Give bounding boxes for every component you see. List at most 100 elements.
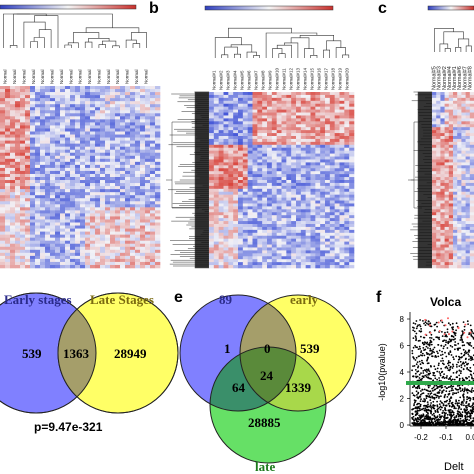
heatmap-cell [100, 189, 106, 193]
heatmap-cell [344, 153, 350, 157]
heatmap-cell [465, 194, 471, 198]
heatmap-cell [55, 195, 61, 199]
dendrogram-branch [434, 28, 454, 52]
heatmap-cell [115, 258, 121, 263]
heatmap-cell [247, 130, 253, 134]
heatmap-cell [20, 155, 26, 160]
heatmap-cell [40, 92, 46, 96]
heatmap-cell [286, 253, 292, 257]
heatmap-cell [233, 203, 239, 207]
heatmap-cell [40, 249, 46, 254]
heatmap-cell [325, 94, 331, 99]
column-label: Normal#10 [275, 67, 280, 90]
heatmap-cell [95, 131, 101, 135]
heatmap-cell [75, 186, 81, 190]
heatmap-cell [60, 222, 66, 226]
heatmap-cell [300, 150, 306, 154]
heatmap-cell [45, 228, 51, 232]
heatmap-cell [223, 133, 229, 137]
heatmap-cell [339, 171, 345, 175]
heatmap-cell [300, 250, 306, 254]
heatmap-cell [339, 180, 345, 184]
heatmap-cell [105, 198, 111, 202]
heatmap-cell [110, 107, 116, 111]
heatmap-cell [252, 118, 258, 122]
heatmap-cell [453, 259, 458, 263]
heatmap-cell [281, 250, 287, 254]
heatmap-cell [145, 173, 151, 178]
heatmap-cell [130, 240, 136, 245]
heatmap-cell [440, 133, 445, 137]
heatmap-cell [135, 134, 141, 138]
heatmap-cell [305, 177, 311, 181]
heatmap-cell [440, 112, 445, 116]
heatmap-cell [448, 221, 454, 225]
heatmap-cell [80, 225, 86, 229]
heatmap-cell [432, 150, 437, 154]
heatmap-cell [15, 143, 21, 147]
heatmap-cell [20, 173, 26, 178]
heatmap-cell [135, 86, 141, 90]
heatmap-cell [432, 221, 437, 225]
heatmap-cell [469, 136, 474, 140]
heatmap-cell [339, 112, 345, 116]
heatmap-cell [469, 130, 474, 134]
heatmap-cell [432, 244, 437, 248]
heatmap-cell [140, 261, 146, 266]
heatmap-cell [80, 110, 86, 114]
heatmap-cell [465, 253, 471, 257]
heatmap-cell [223, 241, 229, 245]
heatmap-cell [80, 222, 86, 226]
heatmap-cell [267, 200, 273, 204]
dendrogram-branch [465, 45, 472, 52]
heatmap-cell [50, 216, 56, 220]
heatmap-cell [305, 241, 311, 245]
heatmap-cell [135, 210, 141, 214]
heatmap-cell [213, 209, 219, 213]
heatmap-cell [276, 235, 282, 239]
volcano-point [432, 386, 435, 389]
heatmap-cell [461, 180, 466, 184]
heatmap-cell [271, 106, 277, 110]
heatmap-cell [329, 171, 335, 175]
heatmap-cell [115, 237, 121, 241]
heatmap-cell [238, 118, 244, 122]
heatmap-cell [105, 261, 111, 266]
heatmap-cell [300, 203, 306, 207]
heatmap-cell [85, 152, 91, 157]
heatmap-cell [444, 206, 450, 210]
dendrogram-leaves [417, 91, 433, 269]
heatmap-cell [440, 229, 445, 234]
heatmap-cell [305, 118, 311, 122]
heatmap-cell [242, 168, 248, 172]
volcano-point [418, 330, 421, 332]
heatmap-cell [20, 92, 26, 96]
heatmap-cell [238, 221, 244, 225]
heatmap-cell [349, 168, 355, 172]
heatmap-cell [155, 204, 161, 208]
heatmap-cell [223, 115, 229, 119]
heatmap-cell [310, 133, 316, 137]
heatmap-cell [105, 228, 111, 232]
panel-letter-e: e [174, 289, 183, 306]
heatmap-cell [10, 140, 16, 144]
heatmap-cell [262, 136, 268, 140]
heatmap-cell [300, 127, 306, 131]
heatmap-cell [262, 112, 268, 116]
heatmap-cell [35, 201, 41, 205]
heatmap-cell [145, 131, 151, 135]
heatmap-cell [150, 170, 156, 175]
heatmap-cell [40, 183, 46, 187]
heatmap-cell [325, 171, 331, 175]
heatmap-cell [10, 152, 16, 157]
heatmap-cell [75, 207, 81, 211]
heatmap-cell [228, 127, 234, 131]
heatmap-cell [305, 127, 311, 131]
heatmap-cell [344, 238, 350, 242]
heatmap-cell [10, 222, 16, 226]
heatmap-cell [223, 147, 229, 151]
heatmap-cell [35, 183, 41, 187]
heatmap-cell [448, 265, 454, 269]
heatmap-cell [70, 86, 76, 90]
heatmap-cell [257, 241, 263, 245]
